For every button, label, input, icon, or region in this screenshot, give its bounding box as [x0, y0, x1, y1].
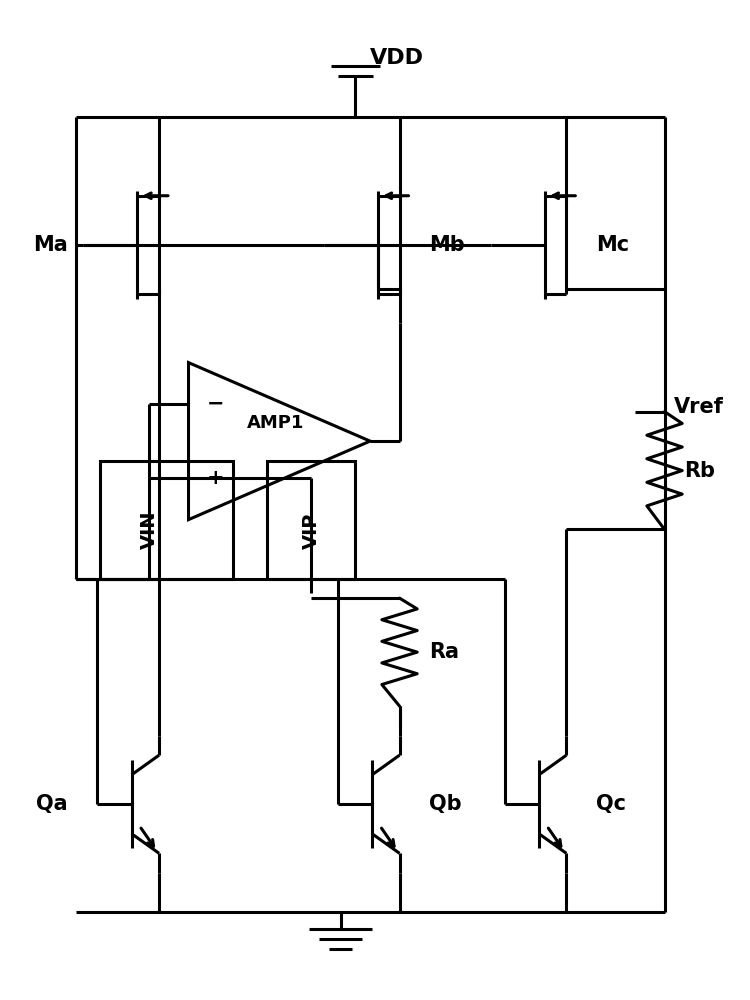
Text: VDD: VDD: [370, 48, 424, 68]
Text: VIP: VIP: [302, 513, 321, 549]
Text: Mb: Mb: [429, 235, 465, 255]
Text: Rb: Rb: [684, 461, 716, 481]
Text: Vref: Vref: [674, 397, 724, 417]
Text: −: −: [207, 394, 225, 414]
Text: Ra: Ra: [429, 642, 459, 662]
Text: Qb: Qb: [429, 794, 461, 814]
Bar: [267, 461, 356, 579]
Text: Ma: Ma: [33, 235, 68, 255]
Text: Mc: Mc: [596, 235, 629, 255]
Text: VIN: VIN: [140, 511, 159, 549]
Text: Qc: Qc: [596, 794, 626, 814]
Text: +: +: [207, 468, 225, 488]
Text: AMP1: AMP1: [247, 414, 304, 432]
Bar: [100, 461, 232, 579]
Text: Qa: Qa: [36, 794, 68, 814]
